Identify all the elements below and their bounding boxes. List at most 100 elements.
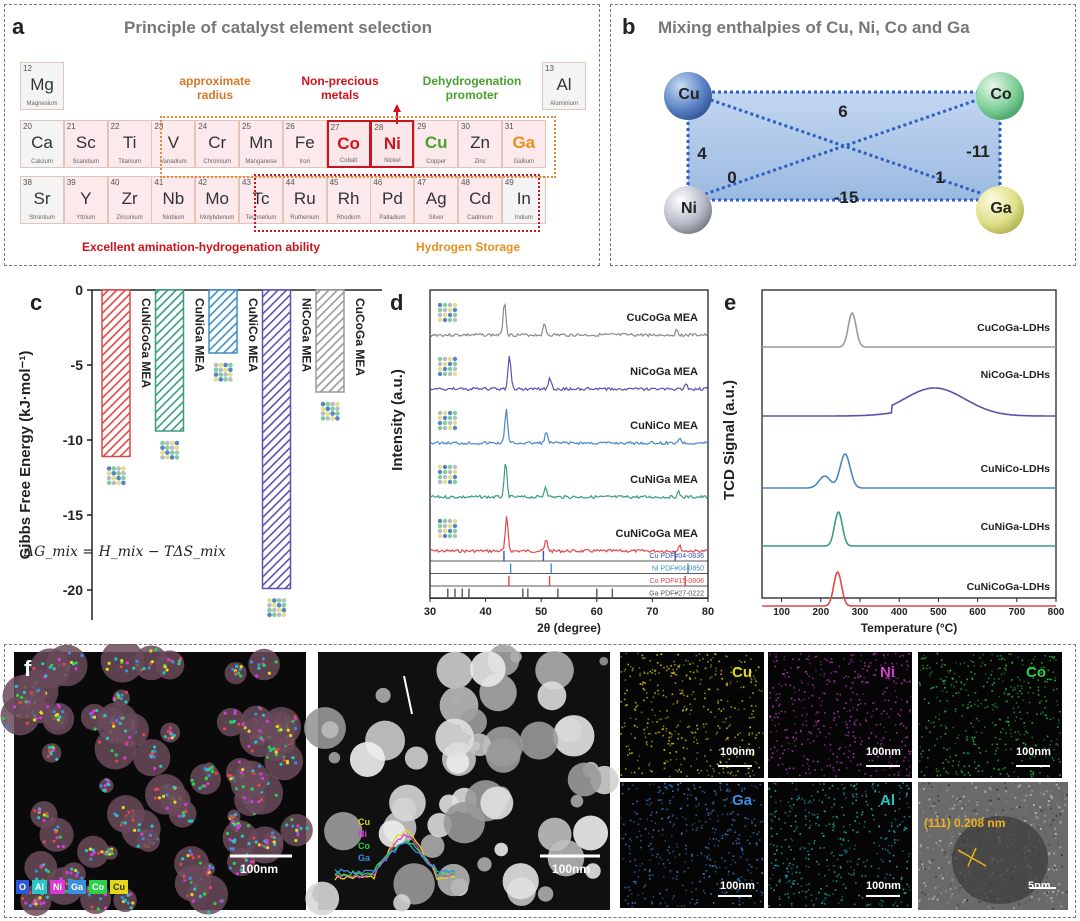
map-dot [773,716,776,718]
map-dot [859,723,862,726]
map-dot [749,696,752,699]
map-dot [639,865,641,868]
map-dot [624,843,627,846]
map-dot [658,672,660,674]
map-dot [769,877,772,880]
map-dot [786,867,788,869]
map-dot [954,710,957,713]
map-dot [638,667,641,669]
hrtem-noise [940,892,943,895]
hrtem-noise [926,825,929,828]
map-dot [841,854,844,856]
map-dot [658,791,660,794]
value-co-ga: -11 [966,142,990,161]
hrtem-noise [1046,876,1049,879]
map-dot [850,698,852,701]
hrtem-noise [1052,819,1055,822]
map-dot [698,659,701,662]
map-dot [872,702,874,705]
map-dot [1059,761,1061,763]
map-dot [720,673,722,676]
map-dot [798,698,800,701]
map-dot [791,658,794,661]
map-dot [702,873,705,875]
hrtem-noise [1052,907,1055,910]
hrtem-noise [951,795,954,798]
tcd-line-4 [762,511,1056,547]
map-dot [634,701,637,704]
map-dot [808,820,811,822]
map-dot [641,683,644,686]
map-dot [899,723,902,726]
hrtem-noise [936,898,939,901]
map-dot [1037,679,1040,681]
map-dot [906,904,909,907]
map-dot [637,894,640,896]
lattice-marker [967,847,977,867]
map-dot [680,905,683,907]
map-dot [836,699,839,701]
map-dot [847,839,850,842]
haadf-particle [378,820,406,848]
map-dot [735,840,737,842]
map-dot [806,673,808,675]
map-dot [730,771,733,773]
map-dot [892,877,895,880]
map-dot [771,719,774,722]
map-dot [852,829,854,832]
hrtem-noise [1058,865,1061,868]
element-name: Indium [514,215,533,221]
map-dot [688,677,691,679]
map-dot [954,742,957,745]
map-dot [1010,686,1012,688]
element-zr: 40 Zr Zirconium [107,176,152,224]
node-ga-label: Ga [990,200,1012,217]
map-dot [877,875,879,878]
map-dot [870,732,873,735]
map-dot [690,765,692,768]
map-dot [858,769,861,772]
hrtem-noise [1037,827,1040,830]
map-dot [847,731,850,734]
map-dot [674,682,677,684]
map-dot [737,750,739,753]
map-dot [702,705,705,708]
tcd-label-5: CuNiCoGa-LDHs [967,581,1051,593]
map-dot [832,753,835,755]
hrtem-noise [934,904,937,907]
map-dot [712,827,714,830]
map-dot [784,838,787,841]
map-dot [938,718,940,721]
hrtem-noise [947,844,950,847]
map-dot [937,770,940,772]
map-dot [668,815,671,818]
map-dot [624,692,626,695]
map-dot [861,795,863,797]
map-dot [655,811,658,814]
hrtem-noise [978,901,981,904]
map-dot [662,807,665,810]
map-dot [971,677,973,679]
map-dot [855,783,858,785]
hrtem-noise [1058,896,1061,899]
map-dot [725,761,728,763]
map-dot [835,698,838,701]
map-dot [828,796,830,799]
hrtem-noise [1034,789,1037,792]
map-dot [838,873,840,876]
map-dot [846,726,849,729]
map-dot [1025,730,1027,733]
map-dot [665,727,668,730]
hrtem-noise [1060,865,1063,868]
map-dot [844,887,847,889]
hrtem-noise [1047,843,1050,846]
map-dot [622,858,625,860]
map-dot [682,816,684,818]
hrtem-noise [928,798,931,801]
map-dot [731,823,733,826]
map-dot [843,792,846,795]
map-dot [851,793,854,796]
map-dot [857,676,859,679]
map-dot [999,718,1002,721]
map-dot [998,768,1000,771]
